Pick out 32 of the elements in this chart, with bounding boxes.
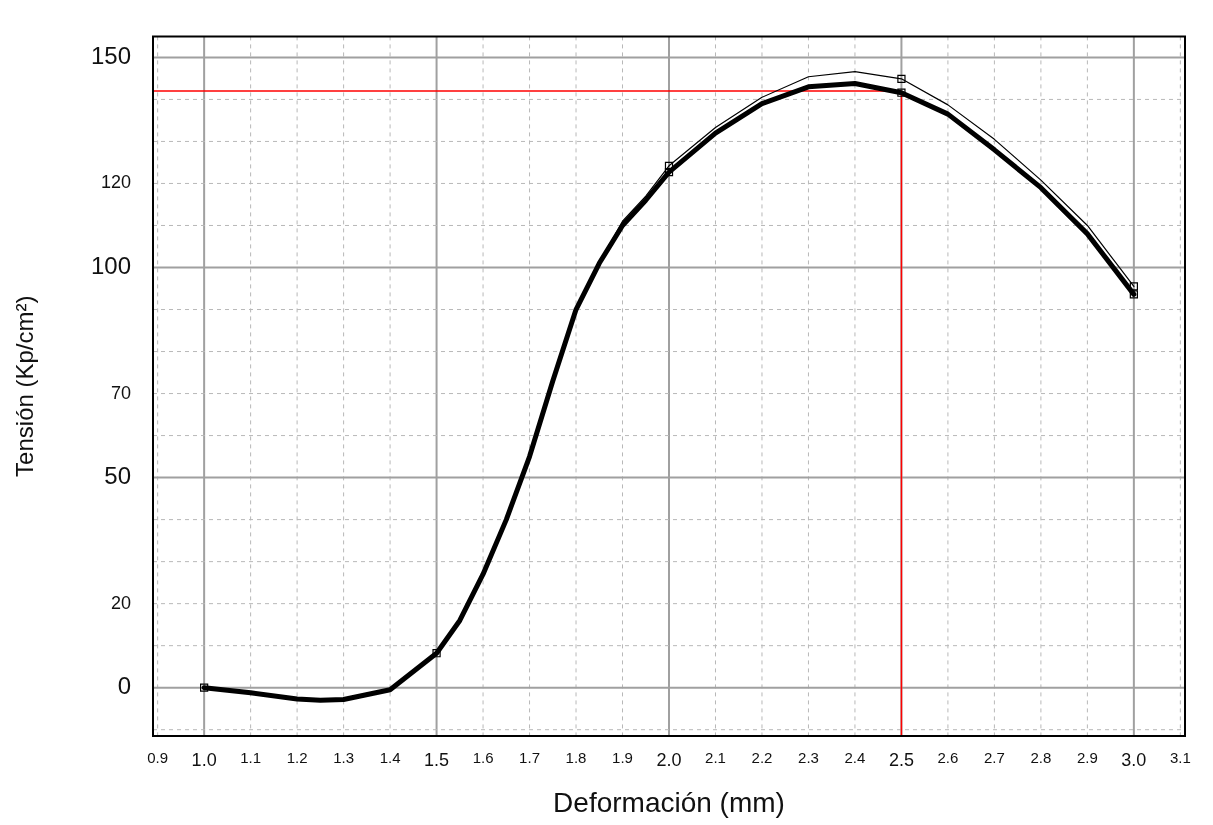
x-tick-label: 2.6	[937, 749, 959, 767]
x-tick-label: 3.0	[1121, 749, 1147, 770]
x-tick-label: 2.9	[1076, 749, 1098, 767]
x-tick-label: 1.0	[191, 749, 217, 770]
x-tick-label: 1.2	[286, 749, 308, 767]
y-tick-label: 100	[90, 252, 131, 280]
y-tick-label: 150	[90, 42, 131, 70]
x-tick-label: 1.7	[519, 749, 540, 767]
x-tick-label: 2.4	[844, 749, 866, 767]
y-tick-label: 120	[100, 172, 131, 193]
x-tick-label: 2.7	[983, 749, 1005, 767]
x-tick-label: 2.3	[798, 749, 819, 767]
x-tick-label: 1.9	[612, 749, 633, 767]
x-tick-label: 2.5	[888, 749, 914, 770]
y-axis-title: Tensión (Kp/cm²)	[11, 295, 39, 477]
y-tick-label: 70	[110, 382, 131, 403]
x-tick-label: 1.3	[333, 749, 355, 767]
x-tick-label: 1.4	[379, 749, 401, 767]
x-tick-label: 2.2	[751, 749, 773, 767]
x-tick-label: 1.8	[565, 749, 587, 767]
x-tick-label: 1.1	[240, 749, 262, 767]
y-tick-label: 0	[117, 672, 131, 700]
x-tick-label: 0.9	[147, 749, 169, 767]
x-tick-label: 2.1	[705, 749, 726, 767]
y-tick-label: 50	[104, 462, 131, 490]
x-axis-title: Deformación (mm)	[553, 786, 785, 818]
x-tick-label: 2.8	[1030, 749, 1052, 767]
x-tick-label: 1.5	[424, 749, 450, 770]
y-tick-label: 20	[110, 592, 131, 613]
x-tick-label: 3.1	[1169, 749, 1191, 767]
x-tick-label: 1.6	[472, 749, 494, 767]
x-tick-label: 2.0	[656, 749, 682, 770]
